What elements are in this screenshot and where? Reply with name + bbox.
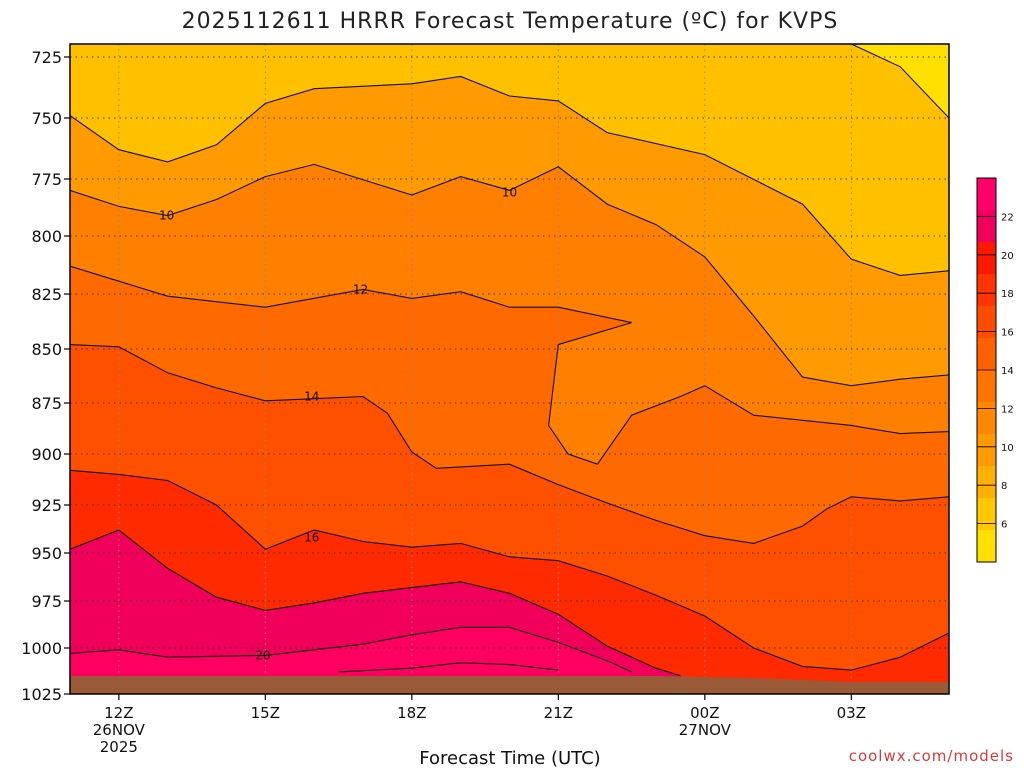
contour-line-10 xyxy=(70,163,949,387)
y-tick-label: 775 xyxy=(31,170,62,189)
x-tick-label: 18Z xyxy=(397,704,426,722)
colorbar-tick-label: 12 xyxy=(1001,404,1014,415)
y-tick-label: 800 xyxy=(31,227,62,246)
contour-fill-6 xyxy=(851,44,949,118)
colorbar-segment xyxy=(977,434,996,467)
plot-frame xyxy=(69,43,950,695)
colorbar-tick-label: 22 xyxy=(1001,212,1014,223)
colorbar-segment xyxy=(977,210,996,243)
colorbar-segment xyxy=(977,530,996,563)
y-axis: 725 750 775 800 825 850 875 900 925 950 975 1000 102… xyxy=(21,48,70,704)
chart-title: 2025112611 HRRR Forecast Temperature (ºC… xyxy=(182,9,839,34)
x-axis-label: Forecast Time (UTC) xyxy=(419,748,600,768)
colorbar-segment xyxy=(977,466,996,499)
y-tick-label: 725 xyxy=(31,48,62,67)
colorbar-segment xyxy=(977,242,996,275)
contour-label: 12 xyxy=(353,282,368,296)
x-tick-label: 27NOV xyxy=(679,721,732,739)
x-tick-label: 03Z xyxy=(837,704,866,722)
colorbar-segment xyxy=(977,370,996,403)
y-tick-label: 825 xyxy=(31,285,62,304)
x-tick-label: 15Z xyxy=(251,704,280,722)
contour-line-8 xyxy=(70,75,949,276)
x-tick-label: 21Z xyxy=(544,704,573,722)
y-tick-label: 950 xyxy=(31,544,62,563)
colorbar: 6 8 10 12 14 16 18 20 22 xyxy=(976,177,1014,563)
y-tick-label: 750 xyxy=(31,109,62,128)
y-tick-label: 875 xyxy=(31,394,62,413)
colorbar-segment xyxy=(977,498,996,531)
y-tick-label: 1000 xyxy=(21,639,62,658)
contour-label: 16 xyxy=(304,531,319,545)
y-tick-label: 900 xyxy=(31,445,62,464)
contour-label: 20 xyxy=(255,648,270,662)
y-tick-label: 975 xyxy=(31,592,62,611)
contour-line-12 xyxy=(70,265,949,465)
colorbar-tick-label: 20 xyxy=(1001,251,1014,262)
colorbar-segment xyxy=(977,338,996,371)
colorbar-tick-label: 18 xyxy=(1001,289,1014,300)
colorbar-tick-label: 8 xyxy=(1001,481,1007,492)
contour-line-20 xyxy=(70,626,632,673)
colorbar-segment xyxy=(977,402,996,435)
y-tick-label: 925 xyxy=(31,496,62,515)
contour-line-16 xyxy=(70,469,949,671)
colorbar-tick-label: 10 xyxy=(1001,443,1014,454)
contour-label: 14 xyxy=(304,390,319,404)
x-tick-label: 26NOV xyxy=(93,721,146,739)
colorbar-segment xyxy=(977,274,996,307)
colorbar-tick-label: 14 xyxy=(1001,366,1014,377)
terrain-band xyxy=(70,676,949,694)
contour-fill-above-8 xyxy=(70,44,949,276)
colorbar-segment xyxy=(977,306,996,339)
contour-line-18 xyxy=(70,529,681,677)
colorbar-segment xyxy=(977,178,996,211)
credit-text: coolwx.com/models xyxy=(849,747,1014,765)
y-tick-label: 1025 xyxy=(21,685,62,704)
contour-line-6 xyxy=(851,44,949,119)
y-tick-label: 850 xyxy=(31,340,62,359)
x-tick-label: 2025 xyxy=(100,738,138,756)
colorbar-tick-label: 16 xyxy=(1001,328,1014,339)
contour-label: 10 xyxy=(159,208,174,222)
plot-area: 10 10 12 14 16 20 xyxy=(70,44,949,694)
x-tick-label: 12Z xyxy=(104,704,133,722)
x-tick-label: 00Z xyxy=(690,704,719,722)
contour-line-22 xyxy=(338,662,559,673)
contour-line-14 xyxy=(70,344,949,544)
contour-label: 10 xyxy=(502,186,517,200)
colorbar-tick-label: 6 xyxy=(1001,520,1007,531)
